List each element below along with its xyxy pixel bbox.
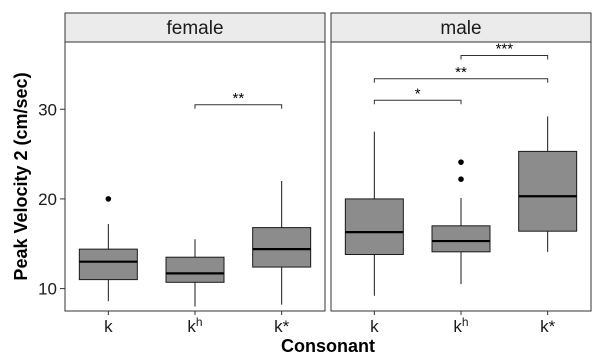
y-axis-title: Peak Velocity 2 (cm/sec) xyxy=(11,72,31,280)
x-tick-label: k xyxy=(104,317,113,336)
box-iqr xyxy=(165,256,225,283)
panel-female: female k kh k* ** xyxy=(64,12,326,336)
strip-background xyxy=(330,12,592,43)
bracket-line xyxy=(194,104,283,109)
outlier-point xyxy=(458,159,464,165)
bracket-line xyxy=(373,99,462,105)
significance-bracket: ** xyxy=(194,90,283,109)
outlier-point xyxy=(458,176,464,182)
box-iqr xyxy=(344,198,404,256)
box-iqr xyxy=(518,150,578,232)
y-tick-label: 20 xyxy=(38,190,57,209)
outlier-point xyxy=(105,196,112,202)
significance-label: * xyxy=(415,85,421,102)
box-iqr xyxy=(431,225,491,253)
x-tick-label: kh xyxy=(187,315,202,336)
box-kh xyxy=(431,159,491,285)
y-tick-label: 10 xyxy=(38,280,57,299)
bracket-line xyxy=(460,54,549,60)
x-tick-label-superscript: * xyxy=(549,317,556,336)
box-kh xyxy=(165,239,225,307)
box-k xyxy=(78,196,138,302)
x-tick-label: k* xyxy=(274,317,290,336)
x-tick-label: kh xyxy=(453,315,468,336)
significance-bracket: ** xyxy=(373,64,549,83)
strip-label: male xyxy=(440,18,481,39)
x-tick-label: k* xyxy=(540,317,556,336)
x-axis-title: Consonant xyxy=(281,336,375,356)
x-tick-label-superscript: h xyxy=(462,315,469,329)
box-k* xyxy=(252,180,312,305)
significance-label: ** xyxy=(455,64,467,81)
x-tick-label-superscript: h xyxy=(196,315,203,329)
significance-label: ** xyxy=(232,90,244,107)
box-iqr xyxy=(252,227,312,268)
y-axis: 10 20 30 xyxy=(38,100,65,299)
y-tick-label: 30 xyxy=(38,100,57,119)
box-k* xyxy=(518,116,578,252)
box-iqr xyxy=(78,248,138,281)
strip-label: female xyxy=(166,18,223,39)
box-k xyxy=(344,131,404,296)
significance-label: *** xyxy=(496,40,514,57)
significance-bracket: *** xyxy=(460,40,549,60)
strip-background xyxy=(64,12,326,43)
x-tick-label: k xyxy=(370,317,379,336)
x-tick-label-superscript: * xyxy=(283,317,290,336)
bracket-line xyxy=(373,78,549,83)
significance-bracket: * xyxy=(373,85,462,105)
